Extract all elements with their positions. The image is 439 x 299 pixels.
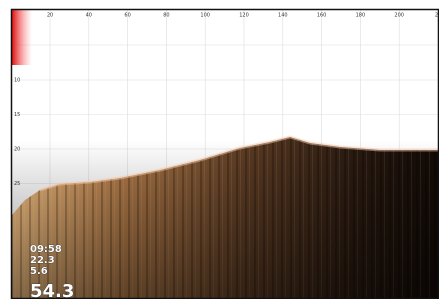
range-label: 140: [278, 13, 288, 19]
range-label: 120: [239, 13, 249, 19]
depth-label: 10: [14, 78, 20, 84]
depth-label: 25: [14, 181, 20, 187]
depth-label: 20: [14, 147, 20, 153]
depth-label: 15: [14, 112, 20, 118]
range-label: 22: [435, 13, 439, 19]
range-label: 40: [86, 13, 92, 19]
range-label: 20: [47, 13, 53, 19]
sonar-screen: 20 40 60 80 100 120 140 160 180 200 22 10 15 20 25 09:5…: [0, 0, 439, 299]
depth-readout: 54.3: [30, 281, 74, 299]
range-label: 200: [394, 13, 404, 19]
readout: 22.3: [30, 255, 55, 266]
surface-clutter: [12, 10, 32, 65]
range-label: 100: [200, 13, 210, 19]
readout: 09:58: [30, 244, 62, 255]
depth-shade: [12, 140, 439, 299]
range-label: 180: [356, 13, 366, 19]
range-label: 160: [317, 13, 327, 19]
readout: 5.6: [30, 266, 48, 277]
range-label: 60: [124, 13, 130, 19]
range-label: 80: [163, 13, 169, 19]
